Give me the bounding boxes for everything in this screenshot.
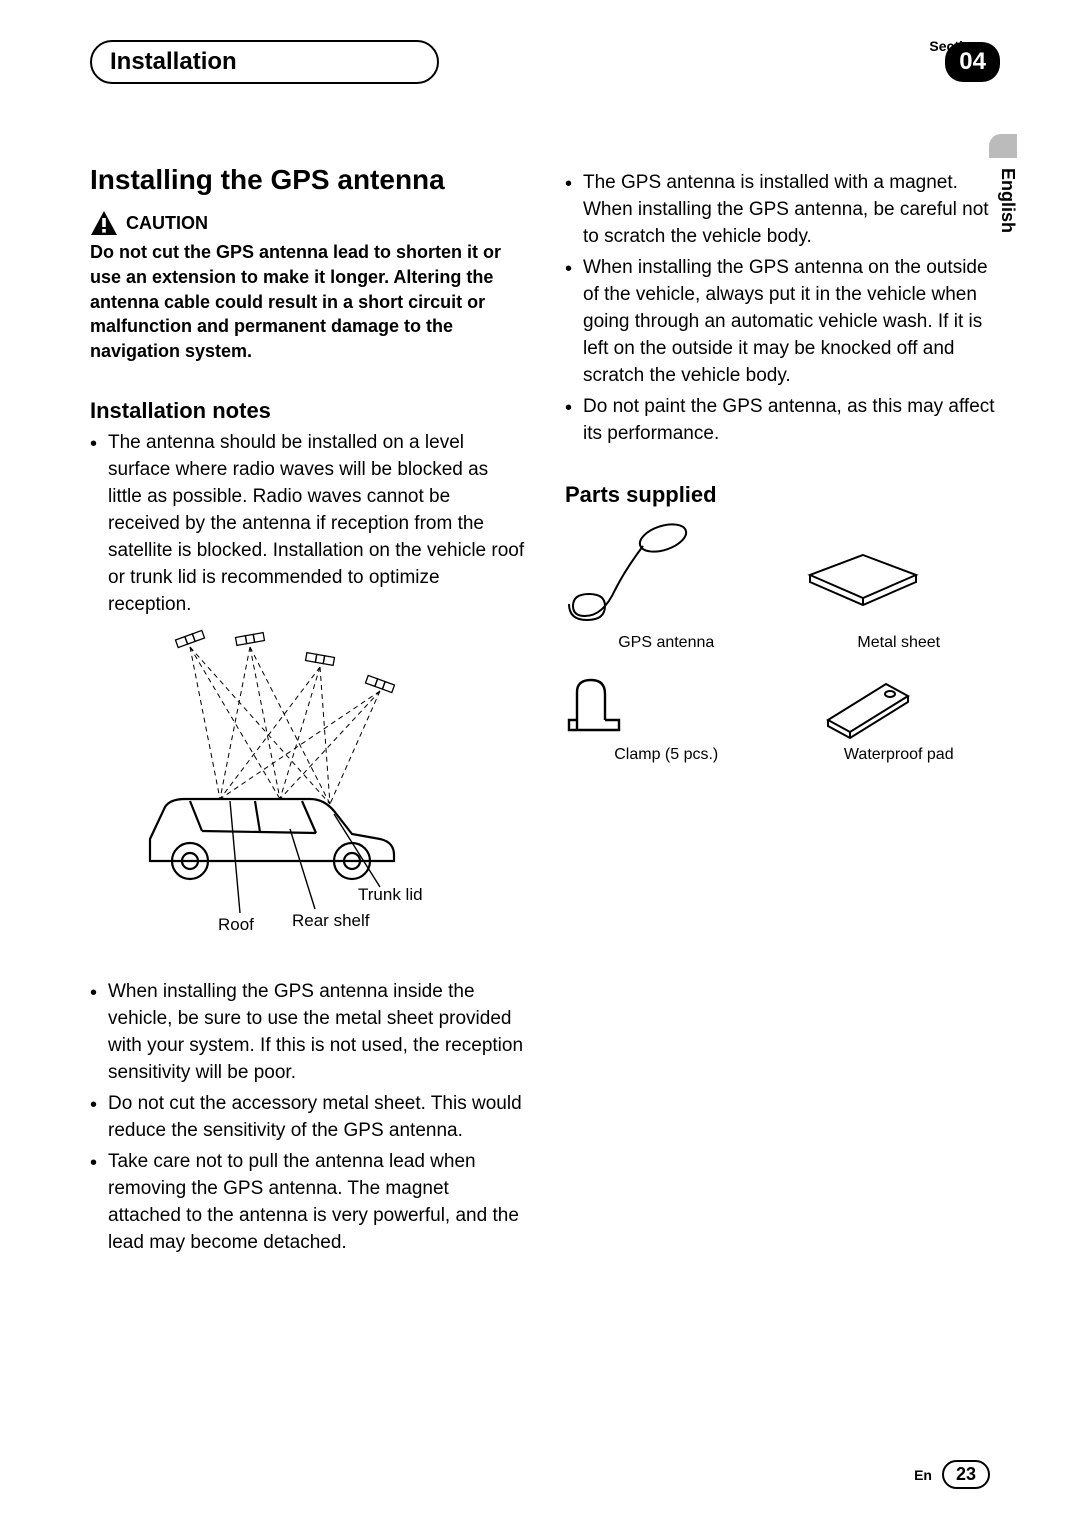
note-item: Do not cut the accessory metal sheet. Th… <box>108 1091 525 1145</box>
part-waterproof-pad: Waterproof pad <box>798 672 1001 764</box>
caution-label: CAUTION <box>126 213 208 234</box>
metal-sheet-icon <box>798 520 928 630</box>
parts-supplied-heading: Parts supplied <box>565 482 1000 508</box>
parts-grid: GPS antenna Metal sheet <box>565 520 1000 764</box>
part-metal-sheet: Metal sheet <box>798 520 1001 652</box>
car-satellite-diagram: Roof Rear shelf Trunk lid <box>120 629 460 959</box>
part-caption: Waterproof pad <box>798 746 1001 764</box>
part-caption: GPS antenna <box>565 634 768 652</box>
page-header: Installation 04 <box>90 40 1000 84</box>
diagram-label-roof: Roof <box>218 915 254 935</box>
page-title: Installing the GPS antenna <box>90 164 525 196</box>
waterproof-pad-icon <box>798 672 918 742</box>
warning-icon <box>90 210 118 236</box>
page-footer: En 23 <box>914 1460 990 1489</box>
note-item: Take care not to pull the antenna lead w… <box>108 1149 525 1257</box>
installation-notes-heading: Installation notes <box>90 398 525 424</box>
right-column: The GPS antenna is installed with a magn… <box>565 164 1000 1261</box>
diagram-label-trunk-lid: Trunk lid <box>358 885 423 905</box>
note-item: The antenna should be installed on a lev… <box>108 430 525 619</box>
caution-body: Do not cut the GPS antenna lead to short… <box>90 240 525 364</box>
part-gps-antenna: GPS antenna <box>565 520 768 652</box>
section-label: Section <box>929 38 980 54</box>
note-item: Do not paint the GPS antenna, as this ma… <box>583 394 1000 448</box>
footer-page-number: 23 <box>942 1460 990 1489</box>
part-caption: Clamp (5 pcs.) <box>565 746 768 764</box>
note-item: When installing the GPS antenna on the o… <box>583 255 1000 390</box>
note-item: The GPS antenna is installed with a magn… <box>583 170 1000 251</box>
diagram-label-rear-shelf: Rear shelf <box>292 911 369 931</box>
left-column: Installing the GPS antenna CAUTION Do no… <box>90 164 525 1261</box>
part-caption: Metal sheet <box>798 634 1001 652</box>
caution-heading: CAUTION <box>90 210 525 236</box>
footer-lang: En <box>914 1467 932 1483</box>
clamp-icon <box>565 672 655 742</box>
note-item: When installing the GPS antenna inside t… <box>108 979 525 1087</box>
gps-antenna-icon <box>565 520 695 630</box>
header-tab: Installation <box>90 40 439 84</box>
part-clamp: Clamp (5 pcs.) <box>565 672 768 764</box>
